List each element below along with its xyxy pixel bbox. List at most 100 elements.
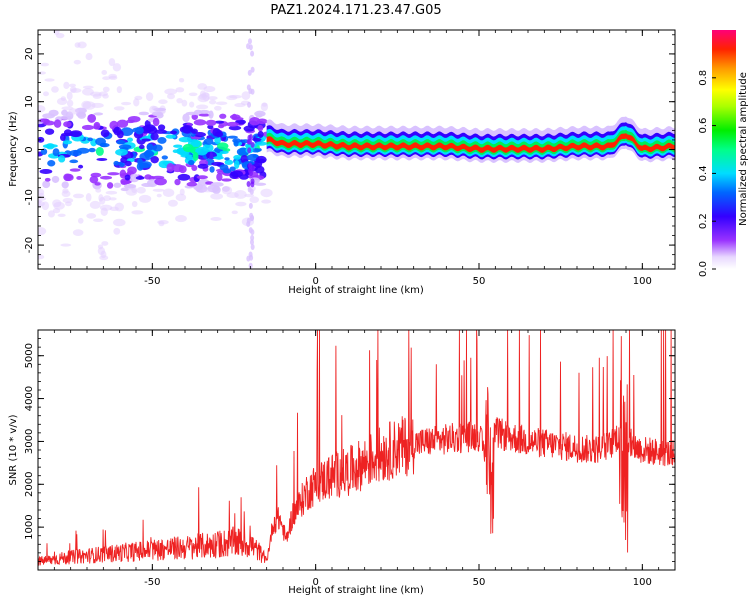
spectrogram-blob [166, 162, 175, 172]
spectrogram-ridge [266, 129, 675, 155]
spectrogram-blob [62, 197, 74, 204]
snr-ytick-label: 2000 [24, 472, 35, 497]
spectrogram-blob [100, 129, 110, 138]
spectrogram-blob [120, 180, 129, 185]
spectrogram-ytick-label: 10 [24, 95, 35, 108]
spectrogram-blob [38, 136, 45, 143]
spectrogram-blob [85, 52, 93, 61]
spectrogram-blob [47, 210, 55, 218]
spectrogram-blob [116, 140, 126, 145]
colorbar-label: Normalized spectral amplitude [738, 72, 749, 226]
spectrogram-blob [199, 109, 210, 114]
spectrogram-blob [131, 200, 138, 208]
spectrogram-blob [202, 188, 213, 193]
spectrogram-blob [152, 111, 163, 117]
spectrogram-blob [190, 128, 198, 134]
spectrogram-image [38, 30, 675, 269]
spectrogram-blob [198, 113, 211, 117]
spectrogram-blob [78, 164, 84, 169]
spectrogram-blob [138, 194, 152, 203]
spectrogram-blob [81, 100, 92, 110]
spectrogram-blob [248, 202, 253, 209]
spectrogram-blob [213, 156, 224, 160]
spectrogram-blob [131, 210, 144, 215]
spectrogram-blob [182, 143, 194, 153]
spectrogram-blob [124, 174, 131, 181]
spectrogram-blob [76, 176, 83, 180]
spectrogram-blob [93, 112, 104, 116]
spectrogram-blob [105, 190, 118, 195]
spectrogram-blob [215, 101, 228, 106]
spectrogram-blob [44, 177, 51, 182]
spectrogram-blob [95, 146, 104, 156]
spectrogram-blob [152, 144, 163, 152]
spectrogram-blob [219, 164, 229, 171]
spectrogram-blob [89, 175, 99, 184]
spectrogram-blob [254, 110, 266, 117]
spectrogram-blob [195, 146, 208, 156]
snr-ytick-label: 4000 [24, 386, 35, 411]
spectrogram-blob [171, 164, 184, 173]
spectrogram-blob [197, 163, 209, 169]
spectrogram-blob [91, 102, 104, 108]
spectrogram-blob [38, 254, 45, 260]
spectrogram-blob [219, 150, 229, 155]
spectrogram-blob [203, 138, 214, 145]
spectrogram-blob [102, 93, 109, 99]
spectrogram-blob [248, 167, 253, 174]
spectrogram-blob [186, 181, 198, 187]
spectrogram-blob [234, 159, 240, 169]
spectrogram-blob [85, 192, 92, 202]
spectrogram-blob [69, 159, 79, 164]
spectrogram-blob [246, 255, 251, 262]
spectrogram-blob [175, 215, 187, 223]
spectrogram-blob [250, 88, 255, 95]
spectrogram-blob [176, 97, 183, 104]
spectrogram-blob [73, 193, 85, 199]
spectrogram-blob [252, 154, 259, 158]
spectrogram-panel: -50 0 50 100 -20 -10 0 10 20 Height of straight … [8, 29, 676, 296]
figure-title: PAZ1.2024.171.23.47.G05 [270, 3, 441, 18]
spectrogram-blob [219, 113, 227, 119]
spectrogram-blob [250, 50, 255, 57]
colorbar: 0.0 0.2 0.4 0.6 0.8 Normalized spectral ampl… [698, 30, 749, 277]
spectrogram-blob [174, 178, 181, 186]
spectrogram-blob [116, 86, 122, 94]
spectrogram-blob [250, 244, 255, 251]
spectrogram-blob [248, 262, 253, 269]
spectrogram-blob [248, 162, 253, 169]
spectrogram-xtick-label: 50 [473, 276, 486, 287]
spectrogram-blob [108, 58, 116, 67]
snr-xlabel: Height of straight line (km) [288, 585, 424, 596]
spectrogram-blob [146, 143, 154, 151]
spectrogram-blob [51, 86, 59, 93]
spectrogram-blob [154, 129, 168, 134]
spectrogram-blob [217, 124, 225, 129]
spectrogram-blob [60, 243, 72, 247]
spectrogram-blob [221, 178, 232, 182]
spectrogram-blob [181, 124, 194, 134]
spectrogram-blob [189, 101, 195, 108]
spectrogram-blob [210, 193, 224, 200]
snr-ytick-label: 5000 [24, 343, 35, 368]
spectrogram-blob [61, 181, 69, 189]
spectrogram-blob [93, 121, 101, 130]
spectrogram-blob [62, 188, 69, 194]
spectrogram-blob [44, 128, 55, 135]
spectrogram-blob [112, 218, 126, 227]
spectrogram-blob [81, 124, 95, 131]
spectrogram-blob [48, 109, 59, 117]
spectrogram-blob [96, 157, 108, 161]
spectrogram-blob [107, 172, 120, 176]
snr-ytick-label: 3000 [24, 429, 35, 454]
spectrogram-blob [87, 137, 94, 142]
spectrogram-blob [208, 99, 217, 105]
spectrogram-blob [192, 152, 199, 161]
spectrogram-blob [241, 91, 251, 100]
spectrogram-blob [113, 106, 125, 111]
spectrogram-axes: -50 0 50 100 -20 -10 0 10 20 [24, 30, 676, 287]
spectrogram-xtick-label: 100 [633, 276, 652, 287]
spectrogram-blob [138, 111, 149, 116]
spectrogram-blob [77, 217, 84, 224]
